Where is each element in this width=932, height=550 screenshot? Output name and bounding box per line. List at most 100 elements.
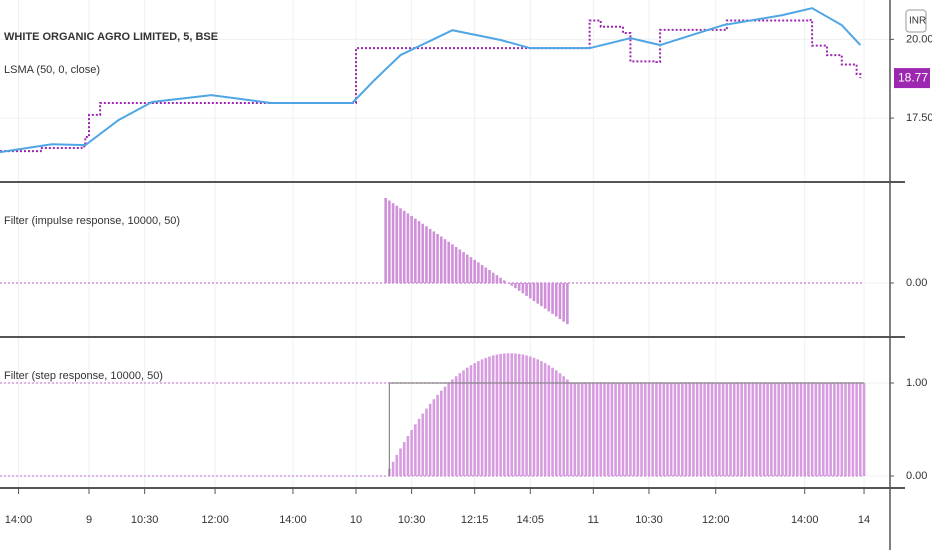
legend-label: WHITE ORGANIC AGRO LIMITED, 5, BSE	[4, 31, 218, 43]
pane: 0.00 1.00 Filter (step response, 10000, 50…	[0, 353, 927, 482]
bar	[443, 239, 447, 284]
series-line	[0, 7, 862, 154]
bar	[432, 399, 436, 477]
bar	[454, 376, 458, 477]
bar	[488, 270, 491, 284]
bar	[636, 383, 640, 477]
bar	[655, 383, 658, 477]
bar	[706, 383, 710, 477]
bar	[462, 370, 465, 477]
bar	[643, 383, 647, 477]
bar	[710, 383, 714, 477]
bar	[532, 283, 536, 302]
bar	[562, 376, 565, 477]
x-tick-label: 10	[350, 514, 362, 526]
legend-label: Filter (step response, 10000, 50)	[4, 370, 163, 382]
bar	[755, 383, 758, 477]
bar	[770, 383, 773, 477]
bar	[558, 283, 562, 320]
bar	[447, 241, 451, 284]
bar	[699, 383, 703, 477]
bar	[621, 383, 625, 477]
bar	[528, 356, 532, 477]
bar	[406, 435, 410, 477]
bar	[517, 353, 521, 477]
bar	[432, 231, 436, 284]
pane: 0.00 Filter (impulse response, 10000, 50)	[0, 198, 927, 325]
bar	[439, 390, 443, 477]
bar	[495, 275, 499, 284]
bar	[447, 383, 451, 477]
bar	[684, 383, 688, 477]
x-tick-label: 14:05	[517, 514, 545, 526]
bar	[614, 383, 617, 477]
bar	[451, 379, 454, 477]
bar	[777, 383, 781, 477]
bar	[395, 454, 399, 477]
bar	[543, 283, 547, 309]
bar	[592, 383, 595, 477]
bar	[773, 383, 777, 477]
bar	[458, 373, 462, 477]
bar	[473, 259, 476, 284]
legend-label: LSMA (50, 0, close)	[4, 64, 100, 76]
bar	[395, 205, 399, 284]
bar	[543, 363, 547, 477]
bar	[818, 383, 821, 477]
bar	[673, 383, 677, 477]
bar	[721, 383, 725, 477]
y-tick-label: 20.00	[906, 33, 932, 45]
y-tick-label: 0.00	[906, 277, 927, 289]
bar	[547, 283, 551, 312]
bar	[714, 383, 718, 477]
price-label: 18.77	[898, 70, 928, 84]
x-tick-label: 12:00	[702, 514, 730, 526]
bar	[729, 383, 732, 477]
bar	[662, 383, 666, 477]
bar	[417, 221, 421, 284]
bar	[388, 200, 391, 284]
bar	[540, 361, 543, 477]
bar	[525, 355, 528, 477]
bar	[473, 363, 476, 477]
bar	[688, 383, 692, 477]
bar	[495, 354, 499, 477]
x-tick-label: 14:00	[5, 514, 33, 526]
bar	[681, 383, 684, 477]
x-tick-label: 9	[86, 514, 92, 526]
bar	[414, 424, 417, 477]
series-line	[0, 18, 862, 153]
bar	[425, 226, 428, 284]
pane: 17.50 20.00 18.77 WHITE ORGANIC AGRO LIMITE…	[0, 7, 932, 154]
bar	[558, 373, 562, 477]
bar	[477, 361, 480, 477]
bar	[725, 383, 729, 477]
bar	[410, 215, 413, 284]
bar	[799, 383, 803, 477]
bar	[566, 379, 569, 477]
bar	[451, 244, 454, 284]
y-tick-label: 1.00	[906, 377, 927, 389]
bar	[436, 394, 439, 477]
bar	[792, 383, 795, 477]
bar	[391, 461, 395, 477]
bar	[795, 383, 799, 477]
bar	[503, 280, 506, 284]
bar	[410, 430, 413, 477]
bar	[825, 383, 829, 477]
bar	[551, 367, 554, 477]
price-label-box	[894, 68, 930, 89]
bar	[625, 383, 629, 477]
legend-label: Filter (impulse response, 10000, 50)	[4, 215, 180, 227]
bar	[547, 365, 551, 477]
bar	[814, 383, 818, 477]
bar	[803, 383, 807, 477]
x-tick-label: 12:15	[461, 514, 489, 526]
bar	[480, 264, 484, 284]
bar	[751, 383, 755, 477]
bar	[425, 408, 428, 477]
bar	[862, 383, 866, 477]
bar	[503, 353, 506, 477]
bar	[562, 283, 565, 322]
